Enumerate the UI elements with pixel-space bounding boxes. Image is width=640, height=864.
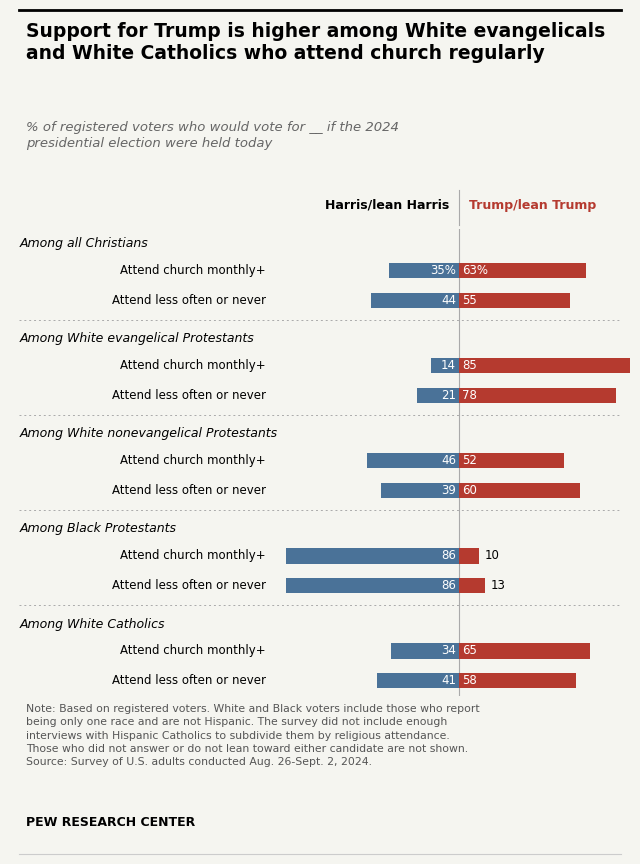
Text: 21: 21 [441,389,456,402]
Text: 13: 13 [490,579,506,592]
Text: 63%: 63% [463,264,488,277]
Bar [381,483,460,499]
Text: 41: 41 [441,674,456,687]
Text: 34: 34 [441,645,456,658]
Bar [417,388,460,403]
Bar [460,453,564,468]
Text: Among all Christians: Among all Christians [19,238,148,251]
Text: 58: 58 [463,674,477,687]
Bar [389,263,460,278]
Bar [460,358,630,373]
Bar [460,483,580,499]
Text: 65: 65 [463,645,477,658]
Text: Note: Based on registered voters. White and Black voters include those who repor: Note: Based on registered voters. White … [26,704,479,767]
Text: Attend less often or never: Attend less often or never [111,484,266,497]
Text: 78: 78 [463,389,477,402]
Text: Attend less often or never: Attend less often or never [111,389,266,402]
Bar [431,358,460,373]
Text: Support for Trump is higher among White evangelicals
and White Catholics who att: Support for Trump is higher among White … [26,22,605,62]
Bar [287,578,460,594]
Text: 44: 44 [441,294,456,307]
Text: Among White nonevangelical Protestants: Among White nonevangelical Protestants [19,428,277,441]
Text: 85: 85 [463,359,477,372]
Text: 39: 39 [441,484,456,497]
Bar [460,293,570,308]
Text: 35%: 35% [430,264,456,277]
Bar [460,673,576,689]
Text: Among White Catholics: Among White Catholics [19,618,164,631]
Text: 52: 52 [463,454,477,467]
Text: % of registered voters who would vote for __ if the 2024
presidential election w: % of registered voters who would vote fo… [26,121,399,150]
Bar [377,673,460,689]
Bar [460,643,590,658]
Text: Attend church monthly+: Attend church monthly+ [120,359,266,372]
Bar [460,578,485,594]
Text: 86: 86 [441,550,456,562]
Text: 86: 86 [441,579,456,592]
Bar [367,453,460,468]
Text: 60: 60 [463,484,477,497]
Bar [391,643,460,658]
Text: Among White evangelical Protestants: Among White evangelical Protestants [19,333,254,346]
Text: Among Black Protestants: Among Black Protestants [19,523,176,536]
Text: Attend less often or never: Attend less often or never [111,579,266,592]
Text: 46: 46 [441,454,456,467]
Text: Attend church monthly+: Attend church monthly+ [120,550,266,562]
Bar [460,388,616,403]
Bar [460,263,586,278]
Bar [460,548,479,563]
Text: Attend less often or never: Attend less often or never [111,294,266,307]
Text: Attend church monthly+: Attend church monthly+ [120,454,266,467]
Text: Attend church monthly+: Attend church monthly+ [120,264,266,277]
Text: Harris/lean Harris: Harris/lean Harris [325,199,450,212]
Text: 55: 55 [463,294,477,307]
Text: PEW RESEARCH CENTER: PEW RESEARCH CENTER [26,816,195,829]
Text: 14: 14 [441,359,456,372]
Bar [287,548,460,563]
Text: Attend church monthly+: Attend church monthly+ [120,645,266,658]
Text: Trump/lean Trump: Trump/lean Trump [468,199,596,212]
Text: Attend less often or never: Attend less often or never [111,674,266,687]
Text: 10: 10 [484,550,499,562]
Bar [371,293,460,308]
